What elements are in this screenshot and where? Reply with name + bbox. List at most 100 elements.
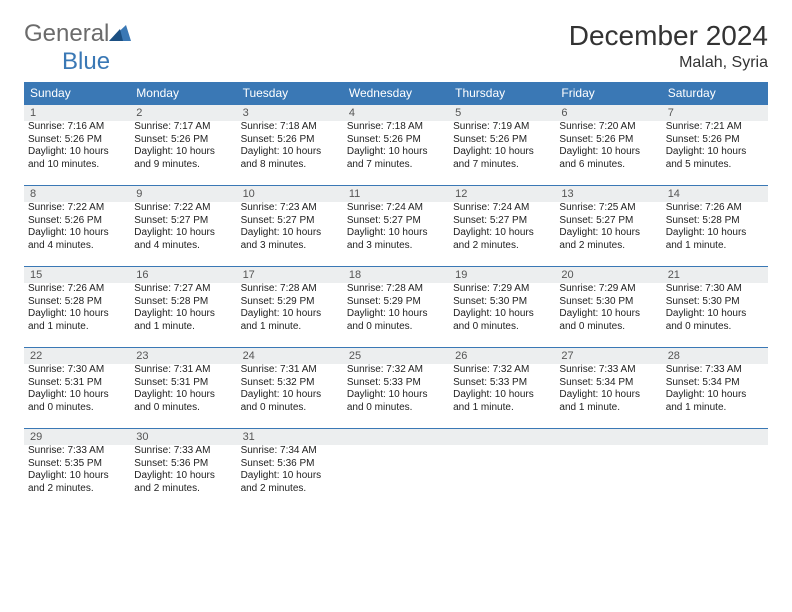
sunrise-text: Sunrise: 7:26 AM [28,283,126,296]
sunrise-text: Sunrise: 7:30 AM [666,283,764,296]
day-number: 8 [24,185,130,202]
sunrise-text: Sunrise: 7:17 AM [134,121,232,134]
day-number [555,428,661,445]
calendar-body: 1234567Sunrise: 7:16 AMSunset: 5:26 PMDa… [24,104,768,501]
day-number [449,428,555,445]
sunset-text: Sunset: 5:34 PM [666,377,764,390]
day-cell: Sunrise: 7:31 AMSunset: 5:32 PMDaylight:… [237,364,343,420]
day-number: 6 [555,104,661,121]
day-cell: Sunrise: 7:16 AMSunset: 5:26 PMDaylight:… [24,121,130,177]
calendar-table: SundayMondayTuesdayWednesdayThursdayFrid… [24,82,768,501]
sunset-text: Sunset: 5:27 PM [134,215,232,228]
sunset-text: Sunset: 5:36 PM [134,458,232,471]
daylight-text: and 7 minutes. [347,159,445,172]
week-content-row: Sunrise: 7:33 AMSunset: 5:35 PM Daylight:… [24,445,768,501]
sunrise-text: Sunrise: 7:33 AM [666,364,764,377]
daylight-text: Daylight: 10 hours [241,470,339,483]
day-number: 12 [449,185,555,202]
day-number: 14 [662,185,768,202]
weekday-header: Thursday [449,82,555,104]
sunset-text: Sunset: 5:26 PM [347,134,445,147]
sunset-text: Sunset: 5:28 PM [28,296,126,309]
logo-text-2: Blue [62,48,110,75]
daylight-text: and 1 minute. [241,321,339,334]
week-daynum-row: 1234567 [24,104,768,121]
day-number: 2 [130,104,236,121]
day-cell: Sunrise: 7:23 AMSunset: 5:27 PMDaylight:… [237,202,343,258]
sunset-text: Sunset: 5:31 PM [134,377,232,390]
sunset-text: Sunset: 5:35 PM [28,458,126,471]
daylight-text: Daylight: 10 hours [347,146,445,159]
day-cell: Sunrise: 7:20 AMSunset: 5:26 PMDaylight:… [555,121,661,177]
daylight-text: and 0 minutes. [666,321,764,334]
header: General Blue December 2024 Malah, Syria [24,20,768,76]
day-cell: Sunrise: 7:28 AMSunset: 5:29 PMDaylight:… [343,283,449,339]
weekday-header: Tuesday [237,82,343,104]
day-number [662,428,768,445]
day-cell: Sunrise: 7:32 AMSunset: 5:33 PMDaylight:… [449,364,555,420]
daylight-text: and 2 minutes. [241,483,339,496]
week-content-row: Sunrise: 7:22 AMSunset: 5:26 PMDaylight:… [24,202,768,258]
day-cell: Sunrise: 7:22 AMSunset: 5:26 PMDaylight:… [24,202,130,258]
day-number: 20 [555,266,661,283]
daylight-text: and 6 minutes. [559,159,657,172]
day-number: 7 [662,104,768,121]
day-number: 15 [24,266,130,283]
day-cell: Sunrise: 7:29 AMSunset: 5:30 PMDaylight:… [555,283,661,339]
sunset-text: Sunset: 5:33 PM [453,377,551,390]
daylight-text: and 10 minutes. [28,159,126,172]
daylight-text: Daylight: 10 hours [28,146,126,159]
daylight-text: Daylight: 10 hours [134,308,232,321]
sunrise-text: Sunrise: 7:32 AM [453,364,551,377]
day-cell: Sunrise: 7:18 AMSunset: 5:26 PMDaylight:… [237,121,343,177]
sunset-text: Sunset: 5:27 PM [453,215,551,228]
day-cell: Sunrise: 7:33 AMSunset: 5:35 PMDaylight:… [24,445,130,501]
weekday-header: Monday [130,82,236,104]
daylight-text: Daylight: 10 hours [134,227,232,240]
daylight-text: Daylight: 10 hours [347,389,445,402]
sunset-text: Sunset: 5:36 PM [241,458,339,471]
daylight-text: and 8 minutes. [241,159,339,172]
daylight-text: Daylight: 10 hours [134,470,232,483]
sunrise-text: Sunrise: 7:20 AM [559,121,657,134]
daylight-text: Daylight: 10 hours [347,227,445,240]
daylight-text: and 2 minutes. [28,483,126,496]
day-cell: Sunrise: 7:21 AMSunset: 5:26 PMDaylight:… [662,121,768,177]
daylight-text: Daylight: 10 hours [241,308,339,321]
daylight-text: and 0 minutes. [241,402,339,415]
sunrise-text: Sunrise: 7:31 AM [241,364,339,377]
sunset-text: Sunset: 5:27 PM [559,215,657,228]
logo-triangle-icon [109,20,131,38]
day-cell: Sunrise: 7:26 AMSunset: 5:28 PMDaylight:… [24,283,130,339]
day-cell: Sunrise: 7:34 AMSunset: 5:36 PMDaylight:… [237,445,343,501]
week-content-row: Sunrise: 7:16 AMSunset: 5:26 PMDaylight:… [24,121,768,177]
sunset-text: Sunset: 5:26 PM [241,134,339,147]
sunrise-text: Sunrise: 7:22 AM [28,202,126,215]
sunrise-text: Sunrise: 7:31 AM [134,364,232,377]
day-cell: Sunrise: 7:24 AMSunset: 5:27 PMDaylight:… [343,202,449,258]
daylight-text: Daylight: 10 hours [666,146,764,159]
sunrise-text: Sunrise: 7:33 AM [28,445,126,458]
daylight-text: and 5 minutes. [666,159,764,172]
daylight-text: and 7 minutes. [453,159,551,172]
sunrise-text: Sunrise: 7:34 AM [241,445,339,458]
sunrise-text: Sunrise: 7:23 AM [241,202,339,215]
sunset-text: Sunset: 5:26 PM [134,134,232,147]
day-cell: Sunrise: 7:33 AMSunset: 5:34 PMDaylight:… [662,364,768,420]
day-number: 31 [237,428,343,445]
daylight-text: and 3 minutes. [347,240,445,253]
week-content-row: Sunrise: 7:30 AMSunset: 5:31 PMDaylight:… [24,364,768,420]
sunset-text: Sunset: 5:26 PM [28,134,126,147]
day-cell: Sunrise: 7:29 AMSunset: 5:30 PMDaylight:… [449,283,555,339]
daylight-text: and 0 minutes. [28,402,126,415]
weekday-header: Friday [555,82,661,104]
daylight-text: Daylight: 10 hours [666,389,764,402]
day-number: 23 [130,347,236,364]
day-cell: Sunrise: 7:33 AMSunset: 5:36 PMDaylight:… [130,445,236,501]
sunrise-text: Sunrise: 7:26 AM [666,202,764,215]
daylight-text: and 1 minute. [28,321,126,334]
daylight-text: and 0 minutes. [134,402,232,415]
daylight-text: and 4 minutes. [134,240,232,253]
day-number: 11 [343,185,449,202]
day-number: 24 [237,347,343,364]
